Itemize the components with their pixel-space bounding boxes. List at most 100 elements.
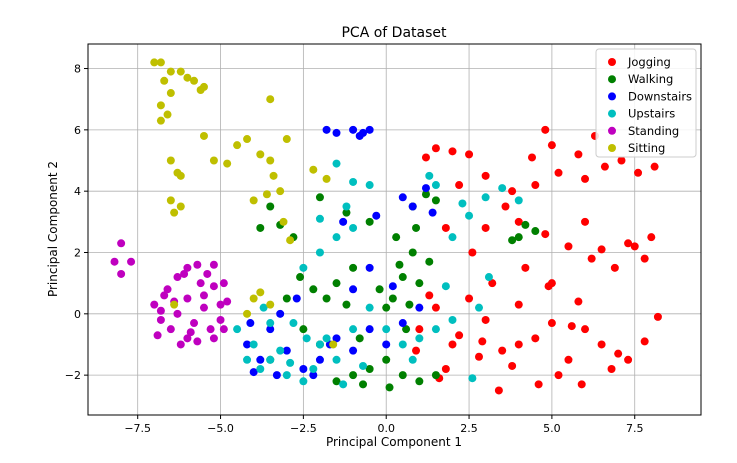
upstairs-point	[266, 355, 275, 364]
upstairs-point	[398, 340, 407, 349]
data-points	[110, 58, 662, 395]
y-tick-label: 8	[74, 63, 81, 76]
standing-point	[186, 328, 195, 337]
jogging-point	[481, 223, 490, 232]
sitting-point	[266, 95, 275, 104]
walking-point	[408, 248, 417, 257]
standing-point	[209, 282, 218, 291]
upstairs-point	[315, 340, 324, 349]
walking-point	[412, 223, 421, 232]
walking-point	[266, 202, 275, 211]
sitting-point	[243, 309, 252, 318]
jogging-point	[547, 319, 556, 328]
legend-label-upstairs: Upstairs	[628, 107, 675, 121]
upstairs-point	[349, 325, 358, 334]
chart-title: PCA of Dataset	[341, 25, 447, 41]
walking-point	[405, 300, 414, 309]
upstairs-point	[299, 377, 308, 386]
downstairs-point	[282, 346, 291, 355]
upstairs-point	[365, 303, 374, 312]
sitting-point	[282, 135, 291, 144]
downstairs-point	[398, 319, 407, 328]
jogging-point	[574, 150, 583, 159]
standing-point	[209, 260, 218, 269]
jogging-point	[581, 217, 590, 226]
walking-point	[402, 325, 411, 334]
sitting-point	[279, 217, 288, 226]
jogging-point	[607, 365, 616, 374]
jogging-point	[581, 174, 590, 183]
sitting-point	[166, 156, 175, 165]
downstairs-point	[349, 125, 358, 134]
downstairs-point	[322, 125, 331, 134]
walking-point	[382, 303, 391, 312]
jogging-point	[481, 171, 490, 180]
jogging-point	[478, 337, 487, 346]
jogging-point	[647, 233, 656, 242]
standing-point	[166, 325, 175, 334]
sitting-point	[170, 300, 179, 309]
jogging-point	[528, 153, 537, 162]
upstairs-point	[332, 159, 341, 168]
standing-point	[173, 309, 182, 318]
walking-point	[332, 279, 341, 288]
sitting-point	[249, 294, 258, 303]
standing-point	[180, 269, 189, 278]
downstairs-point	[272, 371, 281, 380]
standing-point	[203, 269, 212, 278]
upstairs-point	[315, 248, 324, 257]
jogging-point	[541, 125, 550, 134]
sitting-point	[322, 174, 331, 183]
downstairs-point	[415, 303, 424, 312]
downstairs-point	[339, 217, 348, 226]
jogging-point	[640, 254, 649, 263]
upstairs-point	[468, 374, 477, 383]
downstairs-point	[243, 340, 252, 349]
jogging-point	[653, 312, 662, 321]
sitting-point	[176, 202, 185, 211]
jogging-point	[488, 279, 497, 288]
jogging-point	[498, 346, 507, 355]
upstairs-point	[359, 361, 368, 370]
jogging-point	[541, 230, 550, 239]
upstairs-point	[382, 325, 391, 334]
sitting-point	[156, 116, 165, 125]
downstairs-point	[246, 319, 255, 328]
walking-point	[256, 223, 265, 232]
jogging-point	[544, 282, 553, 291]
standing-point	[183, 263, 192, 272]
x-tick-label: −5.0	[207, 422, 234, 435]
walking-point	[315, 193, 324, 202]
downstairs-point	[276, 309, 285, 318]
downstairs-point	[332, 334, 341, 343]
upstairs-point	[256, 365, 265, 374]
x-tick-label: 5.0	[543, 422, 561, 435]
upstairs-point	[342, 202, 351, 211]
standing-point	[156, 306, 165, 315]
x-tick-label: 0.0	[377, 422, 395, 435]
jogging-point	[554, 168, 563, 177]
jogging-point	[600, 162, 609, 171]
upstairs-point	[249, 340, 258, 349]
upstairs-point	[448, 233, 457, 242]
legend-label-downstairs: Downstairs	[628, 89, 692, 103]
jogging-point	[640, 337, 649, 346]
walking-point	[521, 220, 530, 229]
standing-point	[196, 279, 205, 288]
downstairs-point	[398, 193, 407, 202]
walking-point	[415, 279, 424, 288]
upstairs-point	[448, 315, 457, 324]
downstairs-point	[408, 202, 417, 211]
walking-point	[342, 300, 351, 309]
downstairs-point	[372, 211, 381, 220]
jogging-point	[421, 153, 430, 162]
jogging-point	[441, 223, 450, 232]
jogging-point	[415, 325, 424, 334]
upstairs-point	[332, 233, 341, 242]
standing-point	[216, 300, 225, 309]
walking-point	[421, 190, 430, 199]
grid-lines	[88, 44, 701, 415]
upstairs-point	[339, 380, 348, 389]
sitting-point	[166, 89, 175, 98]
standing-point	[209, 334, 218, 343]
